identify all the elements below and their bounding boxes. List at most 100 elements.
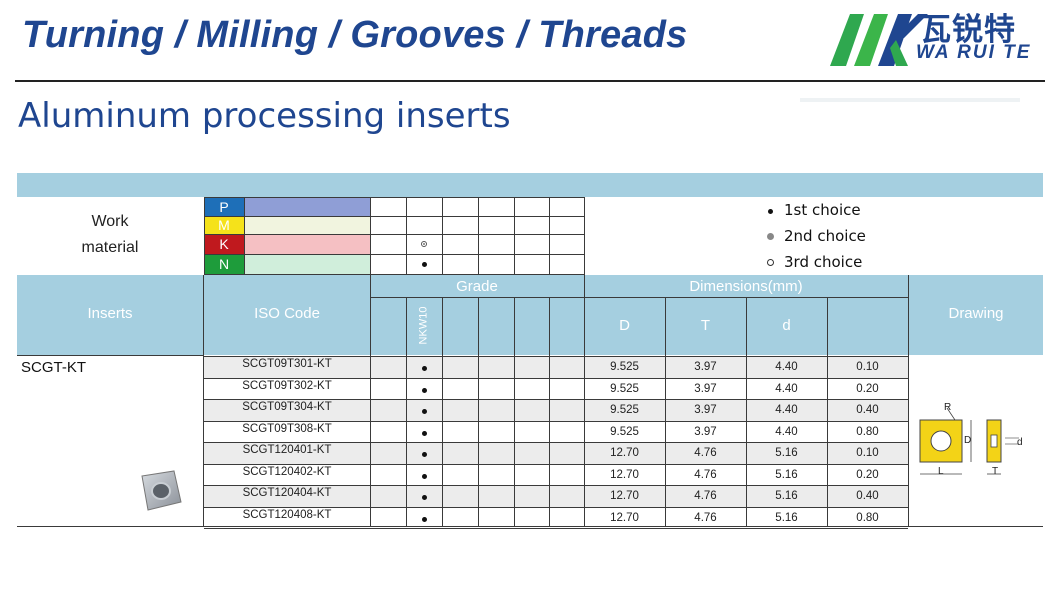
page-subtitle: Aluminum processing inserts [18,96,511,136]
grid-hline [204,420,908,422]
page-title: Turning / Milling / Grooves / Threads [22,14,688,56]
grade-first-choice-mark [422,473,427,479]
grid-vline [514,297,515,527]
grade-first-choice-mark [422,452,427,457]
grid-hline [204,197,584,198]
grid-hline [204,254,584,255]
grid-hline [204,216,584,217]
dim-d-cell: 5.16 [775,490,798,502]
grade-first-choice-mark [422,409,427,414]
drawing-label-R: R [944,402,952,413]
work-label-line2: material [81,239,139,256]
dim-T-cell: 3.97 [694,361,717,373]
grid-hline [204,399,908,400]
grid-vline [204,197,205,275]
grid-vline [370,275,371,527]
dim-T-cell: 3.97 [694,425,717,438]
iso-code-cell: SCGT09T301-KT [242,358,332,370]
decorative-line [800,98,1020,102]
grid-vline [406,197,407,275]
grid-vline [203,275,204,527]
legend-second-dot [767,233,774,240]
grade-first-choice-mark [422,430,427,436]
grid-vline [665,297,666,527]
dim-r-cell: 0.20 [856,382,879,395]
material-k-letter: K [219,236,229,252]
grid-vline [549,197,550,275]
iso-code-header: ISO Code [254,305,320,322]
dim-d-cell: 5.16 [775,468,798,481]
grid-vline [478,197,479,275]
logo-english-text: WA RUI TE [916,42,1032,63]
grid-vline [908,275,909,527]
table-top-band [17,173,1043,197]
n-first-choice-mark [422,262,427,267]
grid-hline [204,528,908,529]
dim-r-cell: 0.80 [856,511,879,524]
dim-D-cell: 12.70 [610,468,639,481]
iso-code-cell: SCGT120404-KT [242,487,332,499]
dim-D-cell: 9.525 [610,404,639,416]
dim-d-cell: 5.16 [775,511,798,524]
header-divider [15,80,1045,82]
grid-hline [204,356,908,357]
table-bottom-line [17,526,1043,527]
logo-chinese-text: 瓦锐特 [920,12,1016,48]
row-shading [204,399,908,421]
legend-second-label: 2nd choice [784,227,866,245]
grade-header: Grade [456,278,498,295]
grade-first-choice-mark [422,366,427,371]
grade-first-choice-mark [422,516,427,522]
dimensions-header: Dimensions(mm) [689,278,803,295]
grid-hline [204,377,908,379]
grid-vline [549,297,550,527]
material-m-swatch [204,217,244,234]
dim-T-cell: 4.76 [694,511,717,524]
iso-code-cell: SCGT120402-KT [242,465,332,478]
grade-first-choice-mark [422,495,427,500]
dim-T-cell: 3.97 [694,382,717,395]
dim-d-cell: 4.40 [775,425,798,438]
drawing-header: Drawing [948,305,1004,322]
insert-name: SCGT-KT [21,359,87,376]
drawing-label-d: d [1017,437,1023,448]
grid-hline [17,355,204,356]
dim-d-cell: 5.16 [775,447,798,459]
inserts-header: Inserts [87,305,133,322]
iso-code-cell: SCGT120401-KT [242,444,332,456]
row-shading [204,442,908,464]
insert-photo [141,470,182,511]
grid-vline [514,197,515,275]
grid-vline [244,197,245,275]
grid-hline [371,297,908,298]
row-shading [204,485,908,507]
grid-hline [204,234,584,235]
grid-hline [204,463,908,465]
dim-D-cell: 12.70 [610,511,639,524]
dim-r-cell: 0.20 [856,468,879,481]
wa-rui-te-logo [830,14,928,66]
grid-vline [406,297,407,527]
legend-first-label: 1st choice [784,201,861,219]
grid-vline [584,275,585,527]
dim-T-cell: 4.76 [694,468,717,481]
dim-D-cell: 12.70 [610,490,639,502]
grid-vline [827,297,828,527]
grid-vline [442,297,443,527]
material-p-letter: P [219,199,229,215]
material-n-letter: N [218,256,230,272]
drawing-label-L: L [938,466,944,477]
grid-hline [204,274,584,275]
iso-code-cell: SCGT09T308-KT [242,422,332,435]
grid-hline [204,485,908,486]
grid-vline [746,297,747,527]
dim-D-cell: 9.525 [610,425,639,438]
material-n-swatch [204,255,244,274]
grid-vline [442,197,443,275]
dim-T-cell: 3.97 [694,404,717,416]
grid-vline [584,197,585,275]
material-p-swatch [204,198,244,216]
dim-T-cell: 4.76 [694,490,717,502]
grade-first-choice-mark [422,387,427,393]
dim-r-cell: 0.40 [856,490,879,502]
